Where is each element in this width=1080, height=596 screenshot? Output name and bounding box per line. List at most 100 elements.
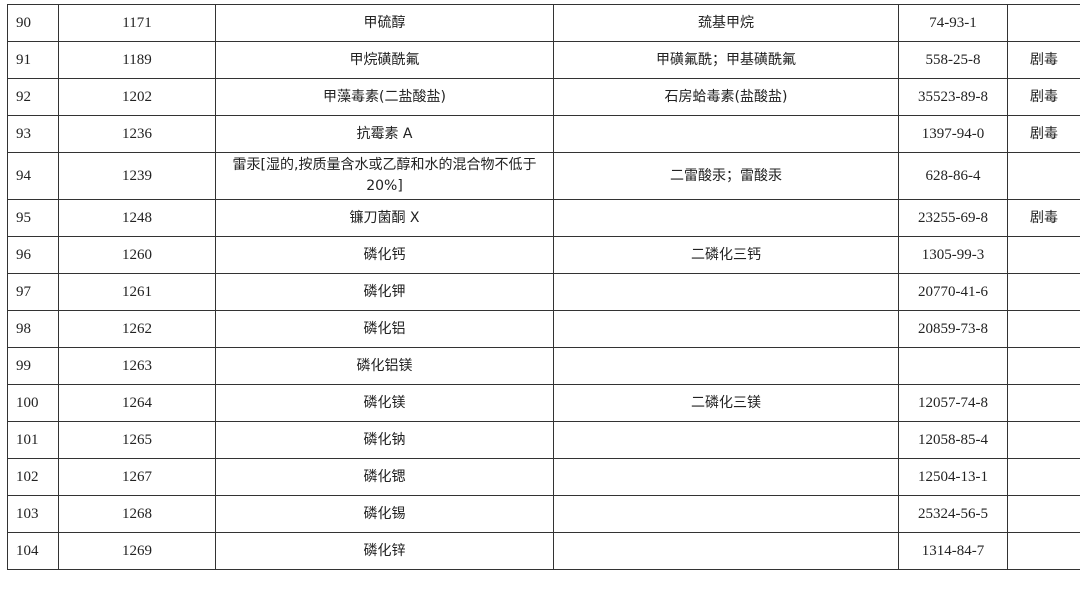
chemical-name-cell: 磷化锶 — [215, 458, 554, 496]
chemical-name-cell: 磷化锡 — [215, 495, 554, 533]
alias-cell — [553, 199, 899, 237]
row-number-cell: 103 — [7, 495, 59, 533]
cas-number-cell: 12058-85-4 — [898, 421, 1008, 459]
remark-cell — [1007, 4, 1080, 42]
cas-number-cell: 1305-99-3 — [898, 236, 1008, 274]
remark-cell — [1007, 236, 1080, 274]
cas-number-cell: 35523-89-8 — [898, 78, 1008, 116]
table-row: 90 1171 甲硫醇 巯基甲烷 74-93-1 — [7, 4, 1080, 42]
catalog-number-cell: 1171 — [58, 4, 216, 42]
row-number-cell: 97 — [7, 273, 59, 311]
cas-number-cell: 628-86-4 — [898, 152, 1008, 200]
alias-cell: 巯基甲烷 — [553, 4, 899, 42]
row-number-cell: 91 — [7, 41, 59, 79]
row-number-cell: 96 — [7, 236, 59, 274]
chemical-name-cell: 磷化钾 — [215, 273, 554, 311]
remark-cell — [1007, 347, 1080, 385]
cas-number-cell: 23255-69-8 — [898, 199, 1008, 237]
table-row: 102 1267 磷化锶 12504-13-1 — [7, 458, 1080, 496]
chemical-name-cell: 抗霉素 A — [215, 115, 554, 153]
alias-cell: 二磷化三镁 — [553, 384, 899, 422]
remark-cell — [1007, 310, 1080, 348]
alias-cell: 二磷化三钙 — [553, 236, 899, 274]
chemical-name-cell: 甲硫醇 — [215, 4, 554, 42]
chemical-name-cell: 雷汞[湿的,按质量含水或乙醇和水的混合物不低于 20%] — [215, 152, 554, 200]
alias-cell — [553, 532, 899, 570]
row-number-cell: 100 — [7, 384, 59, 422]
remark-cell: 剧毒 — [1007, 41, 1080, 79]
remark-cell — [1007, 495, 1080, 533]
alias-cell — [553, 421, 899, 459]
cas-number-cell: 558-25-8 — [898, 41, 1008, 79]
table-row: 98 1262 磷化铝 20859-73-8 — [7, 310, 1080, 348]
catalog-number-cell: 1248 — [58, 199, 216, 237]
catalog-number-cell: 1267 — [58, 458, 216, 496]
row-number-cell: 102 — [7, 458, 59, 496]
chemical-name-cell: 磷化铝镁 — [215, 347, 554, 385]
table-row: 95 1248 镰刀菌酮 X 23255-69-8 剧毒 — [7, 199, 1080, 237]
chemical-name-cell: 镰刀菌酮 X — [215, 199, 554, 237]
alias-cell: 石房蛤毒素(盐酸盐) — [553, 78, 899, 116]
table-row: 101 1265 磷化钠 12058-85-4 — [7, 421, 1080, 459]
catalog-number-cell: 1268 — [58, 495, 216, 533]
table-row: 96 1260 磷化钙 二磷化三钙 1305-99-3 — [7, 236, 1080, 274]
catalog-number-cell: 1260 — [58, 236, 216, 274]
table-row: 99 1263 磷化铝镁 — [7, 347, 1080, 385]
catalog-number-cell: 1263 — [58, 347, 216, 385]
table-row: 100 1264 磷化镁 二磷化三镁 12057-74-8 — [7, 384, 1080, 422]
table-row: 103 1268 磷化锡 25324-56-5 — [7, 495, 1080, 533]
row-number-cell: 94 — [7, 152, 59, 200]
cas-number-cell: 12057-74-8 — [898, 384, 1008, 422]
chemical-name-cell: 磷化锌 — [215, 532, 554, 570]
table-row: 104 1269 磷化锌 1314-84-7 — [7, 532, 1080, 570]
remark-cell — [1007, 152, 1080, 200]
alias-cell — [553, 458, 899, 496]
remark-cell — [1007, 421, 1080, 459]
row-number-cell: 99 — [7, 347, 59, 385]
row-number-cell: 90 — [7, 4, 59, 42]
alias-cell: 甲磺氟酰；甲基磺酰氟 — [553, 41, 899, 79]
row-number-cell: 93 — [7, 115, 59, 153]
catalog-number-cell: 1261 — [58, 273, 216, 311]
remark-cell — [1007, 384, 1080, 422]
catalog-number-cell: 1239 — [58, 152, 216, 200]
catalog-number-cell: 1264 — [58, 384, 216, 422]
alias-cell — [553, 310, 899, 348]
chemical-name-cell: 磷化镁 — [215, 384, 554, 422]
table-row: 97 1261 磷化钾 20770-41-6 — [7, 273, 1080, 311]
remark-cell: 剧毒 — [1007, 199, 1080, 237]
chemical-name-cell: 甲藻毒素(二盐酸盐) — [215, 78, 554, 116]
table-row: 93 1236 抗霉素 A 1397-94-0 剧毒 — [7, 115, 1080, 153]
chemical-name-cell: 磷化钙 — [215, 236, 554, 274]
chemical-name-cell: 磷化钠 — [215, 421, 554, 459]
row-number-cell: 101 — [7, 421, 59, 459]
alias-cell: 二雷酸汞；雷酸汞 — [553, 152, 899, 200]
catalog-number-cell: 1265 — [58, 421, 216, 459]
alias-cell — [553, 273, 899, 311]
catalog-number-cell: 1236 — [58, 115, 216, 153]
remark-cell — [1007, 532, 1080, 570]
cas-number-cell: 1397-94-0 — [898, 115, 1008, 153]
table-row: 94 1239 雷汞[湿的,按质量含水或乙醇和水的混合物不低于 20%] 二雷酸汞；雷… — [7, 152, 1080, 200]
remark-cell: 剧毒 — [1007, 78, 1080, 116]
alias-cell — [553, 495, 899, 533]
catalog-number-cell: 1202 — [58, 78, 216, 116]
catalog-number-cell: 1262 — [58, 310, 216, 348]
chemical-name-cell: 磷化铝 — [215, 310, 554, 348]
cas-number-cell — [898, 347, 1008, 385]
cas-number-cell: 20770-41-6 — [898, 273, 1008, 311]
row-number-cell: 98 — [7, 310, 59, 348]
cas-number-cell: 1314-84-7 — [898, 532, 1008, 570]
row-number-cell: 104 — [7, 532, 59, 570]
cas-number-cell: 20859-73-8 — [898, 310, 1008, 348]
hazardous-chemicals-table: 90 1171 甲硫醇 巯基甲烷 74-93-1 91 1189 甲烷磺酰氟 甲磺氟酰；甲基磺酰… — [7, 4, 1080, 570]
catalog-number-cell: 1189 — [58, 41, 216, 79]
chemical-name-cell: 甲烷磺酰氟 — [215, 41, 554, 79]
cas-number-cell: 12504-13-1 — [898, 458, 1008, 496]
alias-cell — [553, 347, 899, 385]
row-number-cell: 92 — [7, 78, 59, 116]
cas-number-cell: 74-93-1 — [898, 4, 1008, 42]
table-row: 91 1189 甲烷磺酰氟 甲磺氟酰；甲基磺酰氟 558-25-8 剧毒 — [7, 41, 1080, 79]
alias-cell — [553, 115, 899, 153]
remark-cell — [1007, 273, 1080, 311]
